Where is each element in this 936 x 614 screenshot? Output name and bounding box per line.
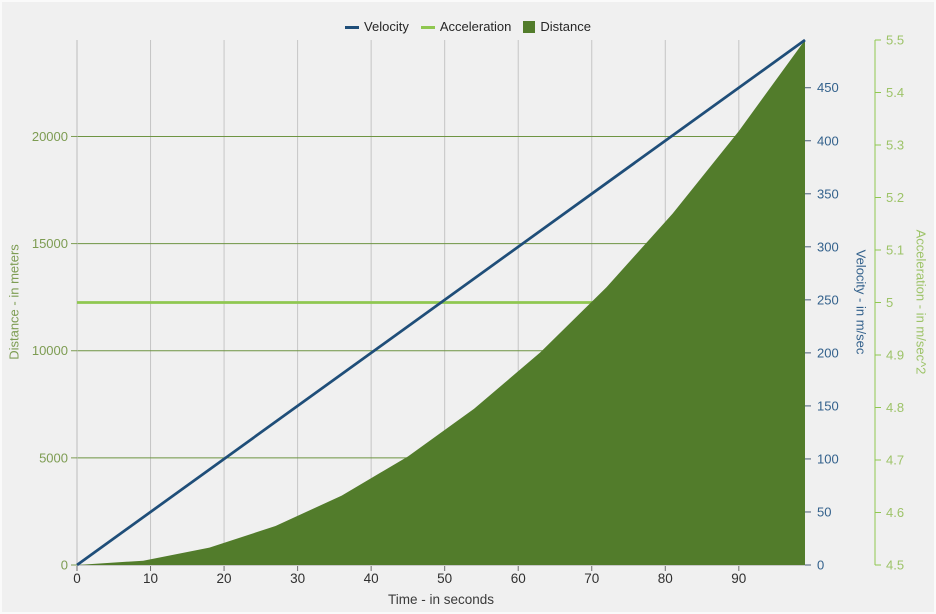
legend-item-distance[interactable]: Distance — [523, 20, 591, 34]
x-tick-label: 70 — [584, 571, 599, 586]
x-tick-label: 20 — [217, 571, 232, 586]
distance-tick-label: 10000 — [32, 343, 68, 358]
acceleration-tick-label: 4.9 — [886, 348, 904, 363]
acceleration-tick-label: 4.7 — [886, 453, 904, 468]
velocity-tick-label: 150 — [817, 398, 839, 413]
legend-item-acceleration[interactable]: Acceleration — [420, 19, 512, 34]
x-tick-label: 60 — [511, 571, 526, 586]
acceleration-legend-marker-icon — [420, 25, 435, 29]
x-tick-label: 50 — [437, 571, 452, 586]
x-tick-label: 0 — [73, 571, 81, 586]
velocity-tick-label: 250 — [817, 292, 839, 307]
legend-label: Velocity — [364, 19, 409, 34]
velocity-tick-label: 0 — [817, 558, 824, 573]
acceleration-tick-label: 4.5 — [886, 558, 904, 573]
velocity-tick-label: 450 — [817, 80, 839, 95]
velocity-tick-label: 300 — [817, 239, 839, 254]
distance-tick-label: 20000 — [32, 129, 68, 144]
distance-axis-title: Distance - in meters — [6, 244, 22, 360]
acceleration-tick-label: 5.2 — [886, 190, 904, 205]
velocity-legend-marker-icon — [345, 25, 360, 29]
acceleration-tick-label: 5.3 — [886, 138, 904, 153]
x-tick-label: 10 — [143, 571, 158, 586]
acceleration-tick-label: 4.6 — [886, 505, 904, 520]
velocity-axis-title: Velocity - in m/sec — [853, 249, 869, 355]
distance-area — [77, 40, 805, 565]
acceleration-tick-label: 5 — [886, 295, 893, 310]
velocity-tick-label: 400 — [817, 133, 839, 148]
x-tick-label: 40 — [364, 571, 379, 586]
velocity-tick-label: 100 — [817, 451, 839, 466]
acceleration-tick-label: 5.1 — [886, 243, 904, 258]
acceleration-tick-label: 5.4 — [886, 85, 904, 100]
distance-legend-marker-icon — [523, 21, 536, 33]
distance-tick-label: 15000 — [32, 236, 68, 251]
legend-label: Distance — [540, 19, 591, 34]
x-axis-title: Time - in seconds — [387, 592, 495, 607]
velocity-tick-label: 50 — [817, 504, 831, 519]
acceleration-tick-label: 4.8 — [886, 400, 904, 415]
legend: Velocity Acceleration Distance — [0, 18, 936, 36]
distance-tick-label: 0 — [61, 558, 68, 573]
x-tick-label: 80 — [658, 571, 673, 586]
acceleration-tick-label: 5.5 — [886, 33, 904, 48]
legend-label: Acceleration — [439, 19, 512, 34]
x-tick-label: 30 — [290, 571, 305, 586]
x-tick-label: 90 — [731, 571, 746, 586]
velocity-tick-label: 200 — [817, 345, 839, 360]
acceleration-axis-title: Acceleration - in m/sec^2 — [913, 229, 929, 375]
legend-item-velocity[interactable]: Velocity — [345, 20, 409, 34]
distance-tick-label: 5000 — [39, 450, 68, 465]
velocity-line — [76, 38, 806, 567]
velocity-tick-label: 350 — [817, 186, 839, 201]
